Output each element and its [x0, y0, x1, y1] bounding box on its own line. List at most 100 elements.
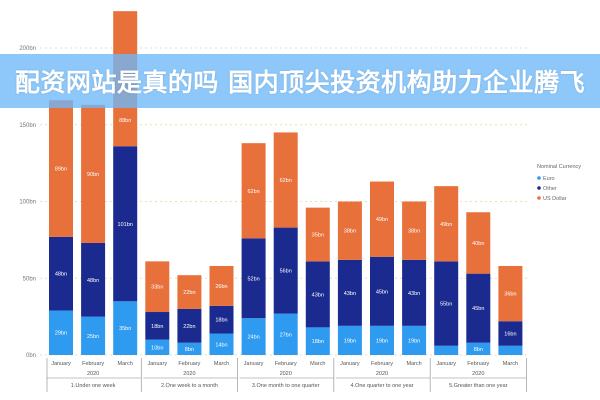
x-tick-label: January	[51, 361, 71, 367]
data-label: 19bn	[408, 338, 420, 344]
y-tick-label: 200bn	[19, 46, 36, 52]
data-label: 38bn	[344, 229, 356, 235]
bar-segment	[498, 345, 523, 355]
data-label: 101bn	[118, 222, 133, 228]
data-label: 45bn	[472, 306, 484, 312]
legend-title: Nominal Currency	[537, 164, 581, 170]
bar-segment	[49, 100, 73, 237]
x-tick-label: February	[371, 361, 393, 367]
data-label: 36bn	[504, 292, 516, 298]
bar-segment	[209, 333, 234, 355]
year-label: 2020	[376, 371, 388, 377]
data-label: 40bn	[472, 241, 484, 247]
x-tick-label: February	[178, 361, 200, 367]
data-label: 24bn	[247, 335, 259, 341]
data-label: 45bn	[376, 289, 388, 295]
data-label: 43bn	[408, 291, 420, 297]
data-label: 29bn	[55, 331, 67, 337]
bar-segment	[434, 186, 459, 262]
y-tick-label: 50bn	[23, 276, 36, 282]
x-tick-label: March	[310, 361, 325, 367]
bar-segment	[370, 325, 394, 355]
data-label: 38bn	[408, 229, 420, 235]
bar-segment	[402, 325, 427, 355]
year-label: 2020	[183, 371, 195, 377]
bar-segment	[81, 316, 106, 355]
data-label: 49bn	[440, 222, 452, 228]
y-tick-label: 100bn	[19, 200, 36, 206]
bar-segment	[305, 261, 330, 328]
data-label: 8bn	[474, 347, 483, 353]
data-label: 27bn	[280, 332, 292, 338]
bar-segment	[145, 261, 170, 313]
data-label: 26bn	[215, 284, 227, 290]
x-tick-label: February	[82, 361, 104, 367]
bar-segment	[402, 201, 427, 260]
x-tick-label: March	[214, 361, 229, 367]
bar-segment	[241, 143, 266, 239]
data-label: 25bn	[87, 334, 99, 340]
data-label: 48bn	[55, 272, 67, 278]
bar-segment	[113, 301, 138, 355]
bar-segment	[466, 273, 491, 343]
bar-segment	[273, 313, 298, 355]
data-label: 16bn	[504, 332, 516, 338]
bar-segment	[305, 207, 330, 262]
data-label: 18bn	[312, 339, 324, 345]
data-label: 19bn	[344, 338, 356, 344]
y-tick-label: 150bn	[19, 123, 36, 129]
legend-marker	[537, 196, 541, 200]
data-label: 52bn	[247, 276, 259, 282]
bar-segment	[466, 212, 491, 274]
year-label: 2020	[87, 371, 99, 377]
data-label: 10bn	[151, 345, 163, 351]
data-label: 18bn	[151, 324, 163, 330]
data-label: 89bn	[55, 166, 67, 172]
group-label: 1.Under one week	[71, 383, 116, 389]
data-label: 43bn	[344, 291, 356, 297]
x-tick-label: February	[467, 361, 489, 367]
data-label: 43bn	[312, 292, 324, 298]
bar-segment	[81, 104, 106, 243]
data-label: 8bn	[185, 347, 194, 353]
legend-entry: Euro	[543, 176, 555, 182]
data-label: 14bn	[215, 342, 227, 348]
bar-segment	[402, 259, 427, 326]
bar-segment	[145, 339, 170, 355]
data-label: 55bn	[440, 302, 452, 308]
bar-segment	[434, 345, 459, 355]
bar-segment	[337, 259, 362, 326]
data-label: 18bn	[215, 318, 227, 324]
bar-segment	[273, 132, 298, 228]
y-tick-label: 0bn	[26, 353, 36, 359]
data-label: 33bn	[151, 285, 163, 291]
data-label: 22bn	[183, 290, 195, 296]
data-label: 48bn	[87, 278, 99, 284]
bar-segment	[498, 321, 523, 346]
x-tick-label: February	[275, 361, 297, 367]
data-label: 22bn	[183, 324, 195, 330]
overlay-banner: 配资网站是真的吗 国内顶尖投资机构助力企业腾飞	[0, 54, 600, 108]
banner-text: 配资网站是真的吗 国内顶尖投资机构助力企业腾飞	[14, 68, 586, 97]
legend-marker	[537, 176, 541, 180]
bar-segment	[305, 327, 330, 355]
x-tick-label: March	[503, 361, 518, 367]
data-label: 62bn	[247, 189, 259, 195]
data-label: 49bn	[376, 217, 388, 223]
bar-segment	[81, 242, 106, 317]
year-label: 2020	[280, 371, 292, 377]
data-label: 35bn	[312, 233, 324, 239]
bar-segment	[113, 146, 138, 302]
bar-segment	[209, 265, 234, 306]
bar-segment	[466, 342, 491, 355]
x-tick-label: January	[436, 361, 456, 367]
x-tick-label: January	[244, 361, 264, 367]
data-label: 62bn	[280, 178, 292, 184]
group-label: 2.One week to a month	[161, 383, 218, 389]
bar-segment	[241, 238, 266, 319]
group-label: 5.Greater than one year	[449, 383, 508, 389]
group-label: 3.One month to one quarter	[252, 383, 320, 389]
bar-segment	[209, 305, 234, 334]
bar-segment	[370, 256, 394, 326]
group-label: 4.One quarter to one year	[351, 383, 414, 389]
